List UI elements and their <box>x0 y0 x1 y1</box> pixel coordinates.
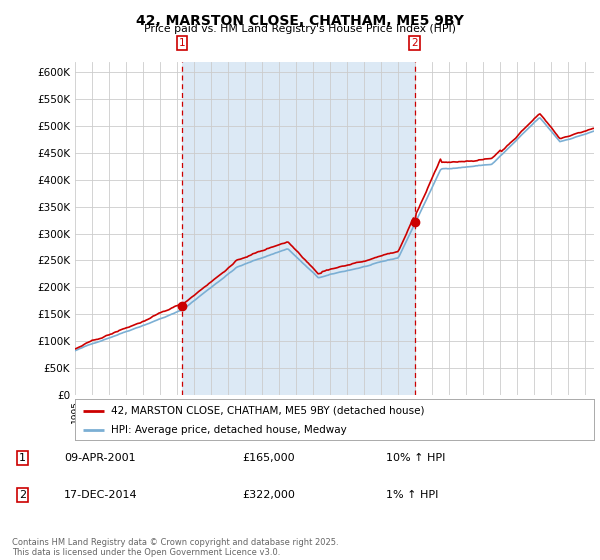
Text: 1% ↑ HPI: 1% ↑ HPI <box>386 490 439 500</box>
Text: 10% ↑ HPI: 10% ↑ HPI <box>386 453 446 463</box>
Text: 2: 2 <box>412 38 418 48</box>
Text: HPI: Average price, detached house, Medway: HPI: Average price, detached house, Medw… <box>112 424 347 435</box>
Text: £322,000: £322,000 <box>242 490 295 500</box>
Text: 09-APR-2001: 09-APR-2001 <box>64 453 136 463</box>
Text: £165,000: £165,000 <box>242 453 295 463</box>
Text: 2: 2 <box>19 490 26 500</box>
Text: Price paid vs. HM Land Registry's House Price Index (HPI): Price paid vs. HM Land Registry's House … <box>144 24 456 34</box>
Text: Contains HM Land Registry data © Crown copyright and database right 2025.
This d: Contains HM Land Registry data © Crown c… <box>12 538 338 557</box>
Text: 1: 1 <box>19 453 26 463</box>
Text: 1: 1 <box>178 38 185 48</box>
Bar <box>182 62 415 395</box>
Text: 42, MARSTON CLOSE, CHATHAM, ME5 9BY: 42, MARSTON CLOSE, CHATHAM, ME5 9BY <box>136 14 464 28</box>
Text: 17-DEC-2014: 17-DEC-2014 <box>64 490 137 500</box>
Text: 42, MARSTON CLOSE, CHATHAM, ME5 9BY (detached house): 42, MARSTON CLOSE, CHATHAM, ME5 9BY (det… <box>112 405 425 416</box>
